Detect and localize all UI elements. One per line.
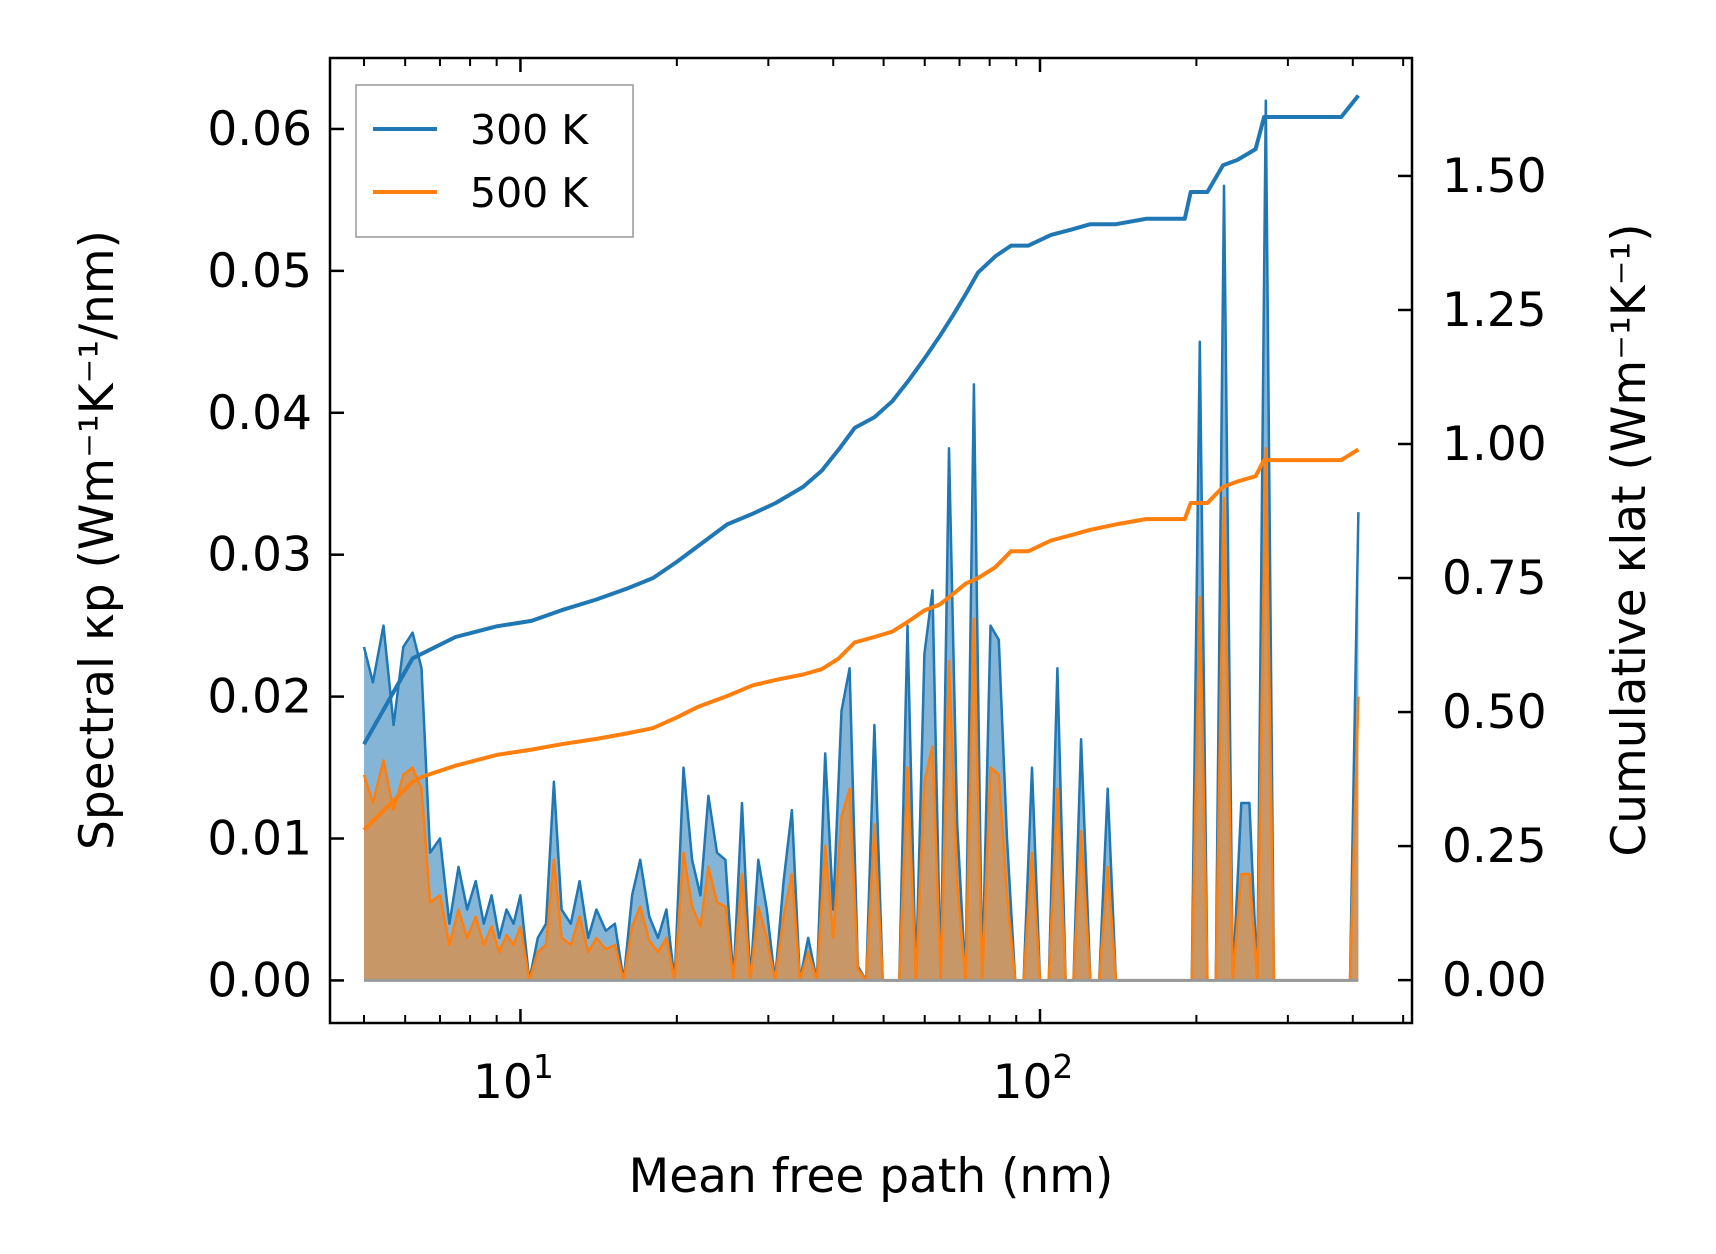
cumulative-line-300k [362, 94, 1360, 746]
y-axis-right-label: Cumulative κlat (Wm⁻¹K⁻¹) [1602, 223, 1657, 856]
y-right-tick-label: 0.50 [1442, 685, 1547, 740]
x-tick-label-exponent: 1 [533, 1047, 554, 1086]
y-right-tick-label: 0.25 [1442, 819, 1547, 874]
x-tick-label-exponent: 2 [1052, 1047, 1073, 1086]
y-left-tick-label: 0.01 [207, 812, 312, 867]
y-left-tick-label: 0.00 [207, 953, 312, 1008]
spectral-layer [362, 99, 1360, 982]
ticks-layer: 0.00 0.01 0.02 0.03 0.04 0.05 0.06 0.00 0.25 0.50… [207, 58, 1547, 1110]
legend-label-500k: 500 K [470, 169, 589, 217]
spectral-line-500k [362, 447, 1360, 982]
legend: 300 K 500 K [355, 84, 634, 238]
y-right-tick-label: 1.00 [1442, 417, 1547, 472]
spectral-area-500k [364, 448, 1359, 981]
y-axis-left-label: Spectral κp (Wm⁻¹K⁻¹/nm) [70, 230, 125, 850]
legend-box [355, 84, 634, 238]
x-axis-label: Mean free path (nm) [629, 1149, 1114, 1204]
y-left-tick-label: 0.04 [207, 386, 312, 441]
cumulative-line-500k [362, 447, 1360, 832]
x-tick-label: 101 [473, 1047, 554, 1110]
y-left-tick-label: 0.03 [207, 528, 312, 583]
y-left-tick-label: 0.06 [207, 102, 312, 157]
x-tick-label: 102 [993, 1047, 1074, 1110]
y-right-tick-label: 0.75 [1442, 551, 1547, 606]
y-left-tick-label: 0.05 [207, 244, 312, 299]
y-right-tick-label: 0.00 [1442, 953, 1547, 1008]
y-left-tick-label: 0.02 [207, 670, 312, 725]
y-right-tick-label: 1.25 [1442, 283, 1547, 338]
y-right-tick-label: 1.50 [1442, 149, 1547, 204]
cumulative-layer [362, 94, 1360, 832]
legend-label-300k: 300 K [470, 106, 589, 154]
plot-frame [328, 56, 1414, 1025]
